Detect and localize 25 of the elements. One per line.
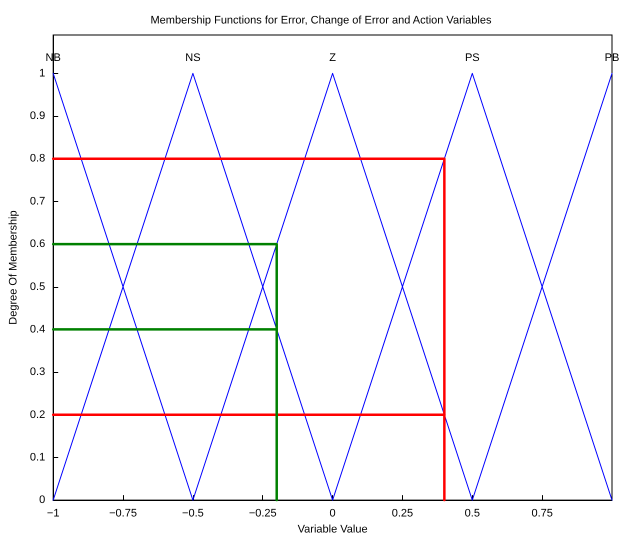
series-label: Z <box>329 52 336 64</box>
series-label: NS <box>185 52 201 64</box>
y-tick-label: 0.6 <box>30 238 46 250</box>
x-tick-label: −0.75 <box>109 508 137 520</box>
y-tick-label: 1 <box>39 67 46 80</box>
y-tick-label: 0.7 <box>30 195 46 208</box>
x-tick-label: 0 <box>330 508 336 520</box>
x-tick-label: 0.25 <box>392 508 414 520</box>
y-tick-label: 0.3 <box>30 366 46 378</box>
x-tick-label: −0.5 <box>182 508 204 520</box>
y-tick-label: 0 <box>39 494 46 506</box>
y-tick-label: 0.9 <box>30 110 46 122</box>
y-tick-label: 0.4 <box>30 323 46 336</box>
y-tick-label: 0.5 <box>30 280 46 293</box>
x-tick-label: 0.75 <box>531 508 553 520</box>
x-tick-label: −0.25 <box>248 508 277 520</box>
x-tick-label: 0.5 <box>464 508 480 520</box>
chart-title: Membership Functions for Error, Change of Error and Action Variables <box>150 14 492 26</box>
x-axis-title: Variable Value <box>298 524 368 536</box>
y-tick-label: 0.1 <box>30 451 46 464</box>
y-tick-label: 0.8 <box>30 152 46 165</box>
x-tick-label: −1 <box>46 508 60 520</box>
series-label: PS <box>464 52 480 64</box>
y-tick-label: 0.2 <box>30 408 46 421</box>
y-axis-title: Degree Of Membership <box>8 210 20 325</box>
